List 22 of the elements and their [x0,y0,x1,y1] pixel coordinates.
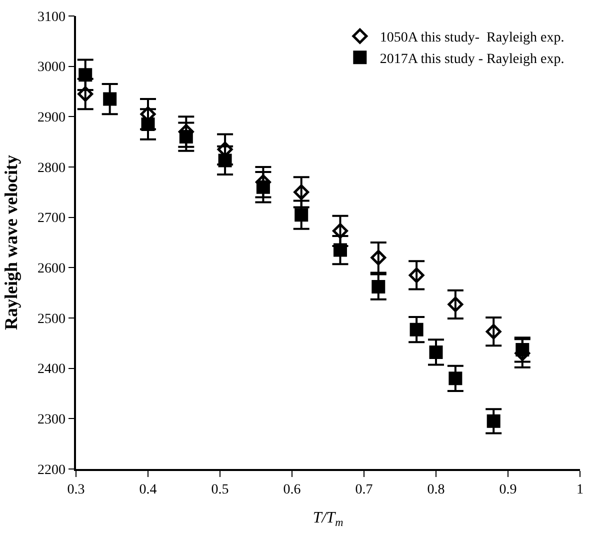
y-tick-label: 2600 [37,262,66,277]
x-tick-label: 0.5 [211,482,229,498]
x-tick-label: 1 [576,482,584,498]
legend-label: 2017A this study - Rayleigh exp. [380,52,564,67]
x-tick-label: 0.7 [355,482,373,498]
y-tick-label: 2400 [37,362,66,378]
x-tick-label: 0.6 [283,482,301,498]
y-tick-label: 2900 [37,110,66,126]
y-tick-label: 2300 [37,412,66,428]
x-tick-label: 0.4 [139,482,157,498]
x-axis-title: T/T$_{m}$ [312,510,344,530]
y-tick-label: 3100 [37,10,66,25]
x-tick-label: 0.8 [427,482,445,498]
x-tick-label: 0.9 [499,482,517,498]
y-tick-label: 2200 [37,462,66,478]
legend-label: 1050A this study- Rayleigh exp. [380,30,564,46]
y-axis-title: Rayleigh wave velocity [1,155,22,330]
y-tick-label: 2800 [37,160,66,176]
x-tick-label: 0.3 [67,482,85,498]
y-tick-label: 2500 [37,312,66,327]
y-tick-label: 2700 [37,211,66,226]
y-tick-label: 3000 [37,60,66,76]
